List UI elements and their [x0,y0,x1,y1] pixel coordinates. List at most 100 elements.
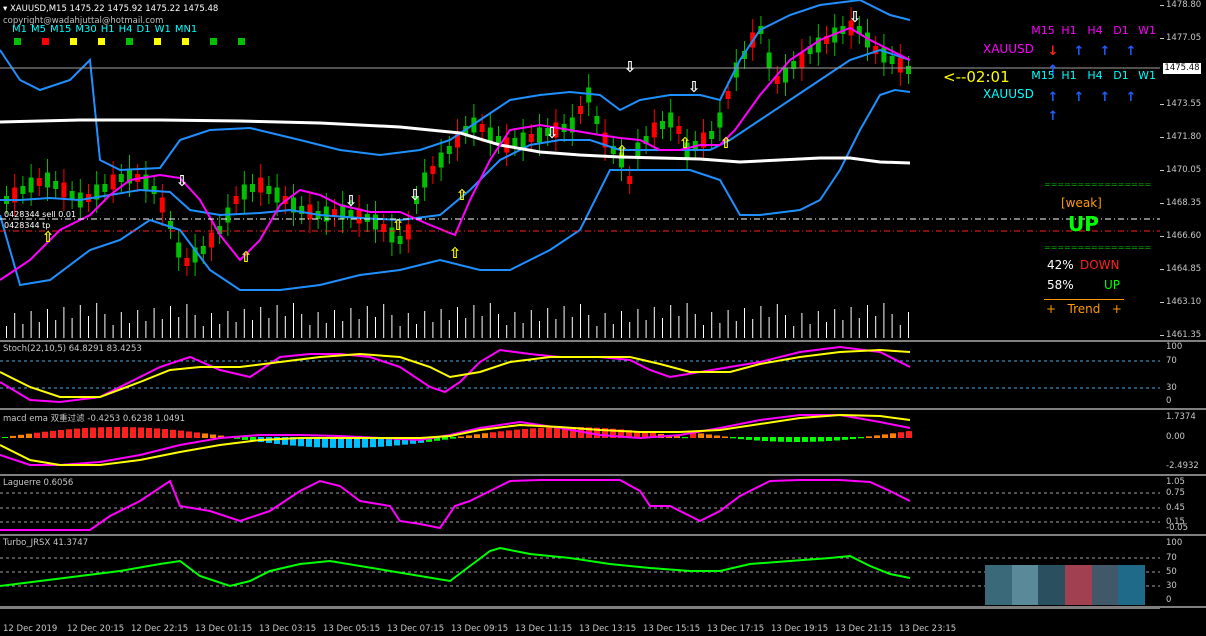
stochastic-panel[interactable]: Stoch(22,10,5) 64.8291 83.4253 [0,342,1160,408]
macd-histogram-bar [330,437,336,448]
candle-body [651,122,657,138]
laguerre-panel[interactable]: Laguerre 0.6056 [0,476,1160,534]
arrow-up-icon: ↑ [1125,90,1137,105]
candle-body [824,36,829,44]
timeframe-label: M15 [50,24,72,35]
macd-histogram-bar [466,435,472,438]
candle-body [586,87,592,103]
macd-histogram-bar [58,429,64,438]
indicator-tick-label: 0 [1166,595,1172,605]
copyright-text: copyright@wadahjuttal@hotmail.com [3,16,164,26]
timeframe-label: M1 [12,24,27,35]
price-tick-label: 1466.60 [1166,231,1202,241]
arrow-up-icon: ↑ [1073,90,1085,105]
bottom-strip [0,608,1160,623]
time-axis[interactable]: 12 Dec 2019 12 Dec 20:15 12 Dec 22:15 13 De… [0,622,1206,636]
candle-body [143,174,149,190]
indicator-tick-label: 100 [1166,342,1183,352]
sell-signal-arrow-icon: ⇩ [345,192,358,210]
price-tick-label: 1468.35 [1166,198,1202,208]
macd-histogram-bar [698,433,704,438]
row1-symbol: XAUUSD [983,42,1034,56]
macd-svg [0,413,912,466]
time-tick-label: 12 Dec 20:15 [67,624,125,634]
candle-body [69,191,75,199]
macd-histogram-bar [450,437,456,439]
candle-body [28,177,34,193]
timeframe-status-dot [98,38,105,45]
timeframe-strip: M1 M5 M15 M30 H1 H4 D1 W1 MN1 [12,24,266,48]
macd-histogram-bar [354,437,360,448]
macd-histogram-bar [194,432,200,438]
macd-histogram-bar [202,433,208,438]
candle-body [545,128,551,136]
macd-histogram-bar [834,437,840,441]
macd-histogram-bar [2,437,8,438]
macd-histogram-bar [346,437,352,448]
candle-body [118,174,124,182]
candle-body [733,62,739,78]
macd-histogram-bar [66,429,72,438]
timeframe-label: M5 [31,24,46,35]
macd-scale: 1.7374 0.00 -2.4932 [1160,410,1206,474]
mtf-dashboard-row1: M15 H1 H4 D1 W1 [1030,24,1160,37]
macd-histogram-bar [874,435,880,438]
candle-body [774,76,780,84]
indicator-tick-label: 70 [1166,553,1177,563]
dashboard-separator-top: ================ [1044,180,1152,189]
volume-histogram [6,303,909,338]
candle-body [873,46,879,54]
macd-histogram-bar [794,437,800,442]
indicator-tick-label: 0.15 [1166,517,1185,527]
bollinger-middle-band [0,48,911,222]
macd-histogram-bar [610,428,616,438]
candle-body [528,134,534,142]
candle-body [660,121,665,129]
timeframe-status-dot [14,38,21,45]
macd-histogram-bar [210,434,216,438]
macd-histogram-bar [34,432,40,438]
macd-histogram-bar [778,437,784,442]
candle-body [668,112,674,128]
macd-histogram-bar [618,429,624,438]
macd-panel[interactable]: macd ema 双重过滤 -0.4253 0.6238 1.0491 [0,410,1160,474]
turbo-jrsx-panel[interactable]: Turbo_JRSX 41.3747 [0,536,1160,606]
macd-histogram-bar [738,437,744,440]
row2-timeframes: M15 H1 H4 D1 W1 [1030,69,1160,82]
candle-body [701,132,706,148]
price-tick-label: 1478.80 [1166,0,1202,10]
macd-histogram-bar [98,427,104,438]
candle-body [381,224,387,232]
macd-histogram-bar [82,428,88,438]
macd-histogram-bar [642,431,648,438]
price-scale[interactable]: 1478.80 1477.05 1473.55 1471.80 1470.05 1468.… [1160,0,1206,340]
price-tick-mark [1160,203,1164,204]
candle-body [692,141,698,149]
menu-triangle-icon[interactable]: ▾ [3,4,8,14]
macd-histogram-bar [178,430,184,438]
candle-body [520,132,526,148]
macd-histogram-bar [274,437,280,444]
trend-divider [1044,299,1124,300]
price-chart-panel[interactable]: ⇧ ⇧ ⇧ ⇧ ⇧ ⇧ ⇧ ⇧ ⇩ ⇩ ⇩ ⇩ ⇩ ⇩ ⇩ ▾ XAUUSD,M15 1475.22 147… [0,0,1160,340]
time-tick-label: 13 Dec 05:15 [323,624,381,634]
macd-histogram-bar [514,429,520,438]
price-tick-label: 1470.05 [1166,165,1202,175]
timeframe-label: W1 [154,24,171,35]
macd-histogram-bar [114,427,120,438]
tp-order-label: 0428344 tp [4,221,51,230]
dashboard-timeframe: H1 [1061,69,1077,82]
macd-histogram-bar [130,427,136,438]
candle-body [537,127,542,143]
fast-ma-magenta [0,26,911,281]
candle-body [405,224,411,240]
macd-histogram-bar [746,437,752,440]
price-tick-label: 1473.55 [1166,99,1202,109]
macd-histogram-bar [858,437,864,439]
candle-body [487,127,493,143]
indicator-tick-label: -2.4932 [1166,461,1199,471]
down-percent: 42% [1047,258,1074,272]
timeframe-label: H4 [118,24,133,35]
timeframe-label: H1 [100,24,115,35]
macd-histogram-bar [122,427,128,438]
